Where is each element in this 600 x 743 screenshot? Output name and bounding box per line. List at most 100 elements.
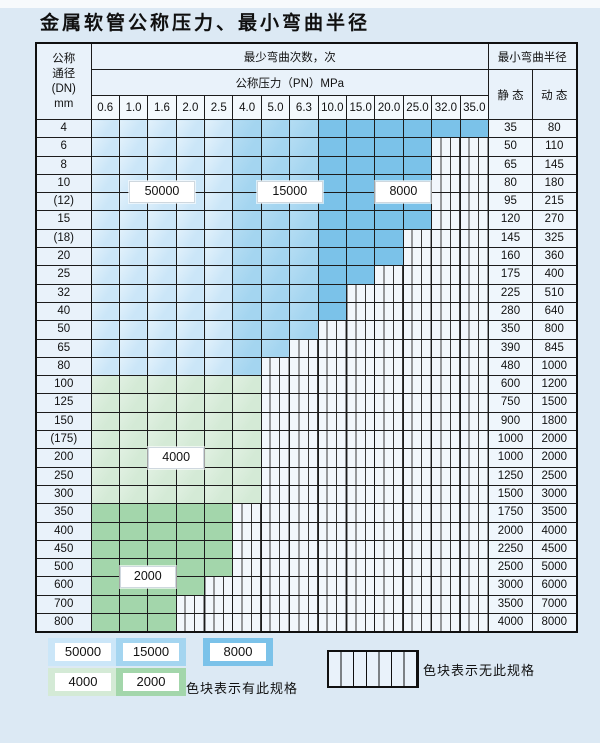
pressure-cell bbox=[374, 576, 404, 596]
legend-swatch-8000: 8000 bbox=[203, 638, 273, 666]
dynamic-cell: 325 bbox=[532, 228, 577, 249]
pressure-cell bbox=[289, 411, 319, 432]
pressure-cell bbox=[317, 301, 348, 322]
dynamic-cell: 3500 bbox=[532, 503, 577, 523]
pressure-cell bbox=[90, 539, 120, 560]
pressure-cell bbox=[374, 521, 404, 541]
pressure-cell bbox=[175, 301, 206, 322]
pressure-cell bbox=[402, 613, 433, 633]
pressure-cell bbox=[346, 192, 376, 212]
pressure-cell bbox=[374, 301, 404, 322]
pressure-cell bbox=[204, 448, 234, 468]
pressure-cell bbox=[260, 210, 291, 230]
pressure-cell bbox=[289, 283, 319, 303]
pressure-cell bbox=[175, 393, 206, 413]
pressure-cell bbox=[374, 539, 404, 560]
pressure-cell bbox=[317, 155, 348, 175]
pressure-cell bbox=[431, 356, 461, 377]
pressure-cell bbox=[232, 192, 262, 212]
header-static: 静 态 bbox=[488, 69, 533, 120]
pressure-cell bbox=[402, 320, 433, 340]
legend-swatch-label: 4000 bbox=[55, 673, 111, 691]
pressure-cell bbox=[317, 539, 348, 560]
table-row: 300 1500 3000 bbox=[35, 484, 577, 505]
pressure-cell bbox=[204, 613, 234, 633]
pressure-cell bbox=[90, 613, 120, 633]
pressure-cell bbox=[118, 137, 149, 157]
pressure-cell bbox=[431, 283, 461, 303]
pressure-cell bbox=[317, 594, 348, 615]
table-row: 250 1250 2500 bbox=[35, 466, 577, 486]
table-row: 400 2000 4000 bbox=[35, 521, 577, 541]
legend-swatch-label: 15000 bbox=[123, 643, 179, 661]
pressure-cell bbox=[431, 338, 461, 358]
pressure-cell bbox=[346, 228, 376, 249]
pressure-cell bbox=[317, 338, 348, 358]
pressure-cell bbox=[346, 210, 376, 230]
dn-cell: 125 bbox=[35, 393, 92, 413]
pressure-cell bbox=[90, 594, 120, 615]
pressure-cell bbox=[204, 594, 234, 615]
pressure-cell bbox=[232, 521, 262, 541]
pressure-cell bbox=[346, 576, 376, 596]
pressure-cell bbox=[431, 430, 461, 450]
pressure-cell bbox=[204, 283, 234, 303]
pressure-tick-2.5: 2.5 bbox=[204, 95, 234, 120]
pressure-cell bbox=[175, 411, 206, 432]
pressure-cell bbox=[175, 558, 206, 578]
pressure-cell bbox=[317, 265, 348, 285]
pressure-cell bbox=[346, 613, 376, 633]
pressure-cell bbox=[232, 594, 262, 615]
pressure-cell bbox=[175, 375, 206, 395]
pressure-cell bbox=[459, 613, 490, 633]
pressure-cell bbox=[260, 247, 291, 267]
dn-cell: 32 bbox=[35, 283, 92, 303]
pressure-cell bbox=[459, 521, 490, 541]
pressure-cell bbox=[175, 594, 206, 615]
pressure-cell bbox=[260, 283, 291, 303]
pressure-cell bbox=[260, 137, 291, 157]
pressure-cell bbox=[459, 228, 490, 249]
dynamic-cell: 4500 bbox=[532, 539, 577, 560]
table-row: 40 280 640 bbox=[35, 301, 577, 322]
static-cell: 750 bbox=[488, 393, 533, 413]
pressure-cell bbox=[260, 301, 291, 322]
pressure-cell bbox=[147, 539, 177, 560]
pressure-cell bbox=[90, 430, 120, 450]
region-label-8000: 8000 bbox=[375, 181, 432, 204]
table-row: 150 900 1800 bbox=[35, 411, 577, 432]
pressure-cell bbox=[431, 521, 461, 541]
static-cell: 1000 bbox=[488, 430, 533, 450]
region-label-4000: 4000 bbox=[148, 447, 205, 470]
pressure-cell bbox=[402, 448, 433, 468]
pressure-tick-2.0: 2.0 bbox=[175, 95, 206, 120]
pressure-cell bbox=[260, 265, 291, 285]
dynamic-cell: 5000 bbox=[532, 558, 577, 578]
pressure-cell bbox=[459, 558, 490, 578]
table-row: 4 35 80 bbox=[35, 118, 577, 139]
legend-swatch-label: 8000 bbox=[210, 643, 266, 661]
pressure-cell bbox=[402, 375, 433, 395]
pressure-cell bbox=[402, 411, 433, 432]
pressure-cell bbox=[459, 118, 490, 139]
pressure-cell bbox=[346, 375, 376, 395]
pressure-cell bbox=[459, 137, 490, 157]
pressure-cell bbox=[118, 228, 149, 249]
pressure-cell bbox=[260, 118, 291, 139]
static-cell: 3500 bbox=[488, 594, 533, 615]
pressure-cell bbox=[90, 210, 120, 230]
table-row: 80 480 1000 bbox=[35, 356, 577, 377]
pressure-cell bbox=[260, 576, 291, 596]
pressure-cell bbox=[260, 484, 291, 505]
pressure-cell bbox=[317, 356, 348, 377]
pressure-cell bbox=[147, 228, 177, 249]
pressure-cell bbox=[402, 155, 433, 175]
pressure-cell bbox=[90, 338, 120, 358]
pressure-cell bbox=[204, 137, 234, 157]
pressure-cell bbox=[289, 521, 319, 541]
table-row: (175) 1000 2000 bbox=[35, 430, 577, 450]
pressure-cell bbox=[175, 338, 206, 358]
static-cell: 350 bbox=[488, 320, 533, 340]
dynamic-cell: 3000 bbox=[532, 484, 577, 505]
pressure-cell bbox=[374, 356, 404, 377]
